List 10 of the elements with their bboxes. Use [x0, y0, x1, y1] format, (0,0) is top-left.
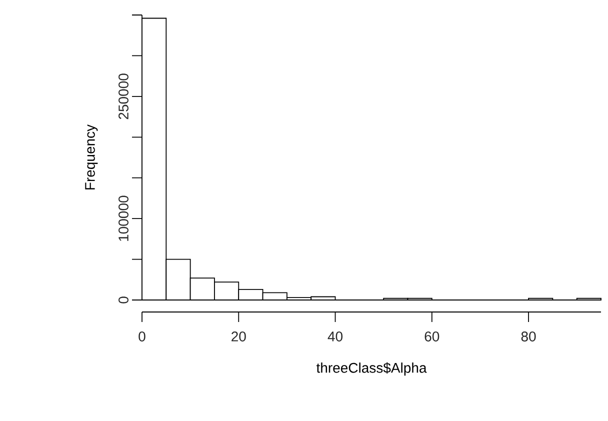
y-tick-label: 100000 — [118, 196, 128, 241]
x-tick-label: 20 — [232, 332, 246, 342]
x-tick-label: 60 — [424, 332, 440, 342]
y-axis-title: Frequency — [85, 124, 98, 190]
y-tick-label: 250000 — [118, 74, 128, 120]
x-tick-label: 80 — [521, 332, 536, 342]
x-tick-label: 0 — [138, 332, 146, 342]
x-axis-title: threeClass$Alpha — [316, 362, 427, 376]
x-tick-label: 40 — [328, 332, 343, 342]
y-tick-label: 0 — [118, 296, 128, 304]
